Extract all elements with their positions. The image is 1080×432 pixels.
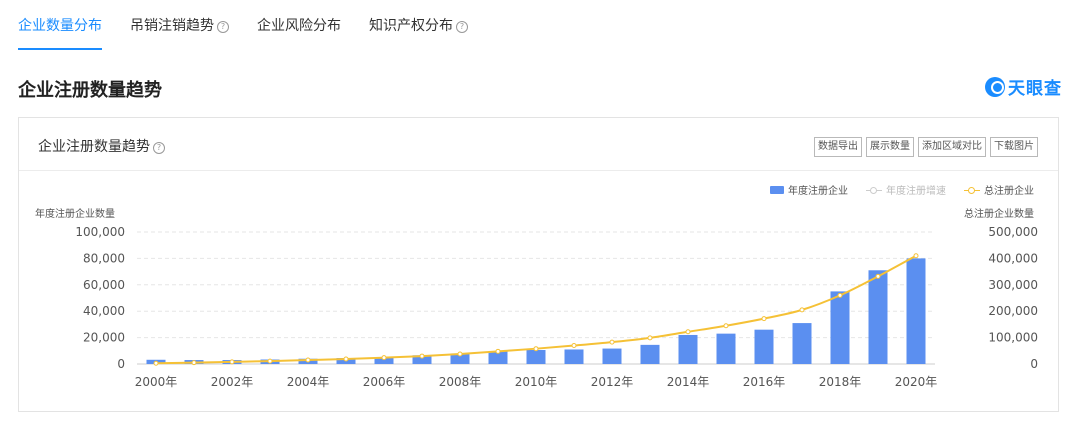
- bar-annual-registration: [678, 334, 698, 364]
- legend-label: 年度注册企业: [788, 186, 848, 197]
- export-data-button[interactable]: 数据导出: [814, 137, 862, 157]
- total-registration-point: [723, 323, 729, 329]
- tab-risk-distribution[interactable]: 企业风险分布: [257, 14, 341, 44]
- total-registration-point: [305, 357, 311, 363]
- bar-annual-registration: [640, 344, 660, 364]
- brand-logo: 天眼查: [985, 74, 1062, 99]
- total-registration-point: [685, 329, 691, 335]
- bar-annual-registration: [906, 258, 926, 364]
- bar-annual-registration: [564, 349, 584, 364]
- x-axis-tick-label: 2002年: [211, 375, 254, 389]
- right-axis-tick-label: 300,000: [988, 278, 1038, 292]
- left-axis-tick-label: 40,000: [83, 304, 125, 318]
- logo-text: 天眼查: [1008, 79, 1062, 99]
- tab-label: 企业风险分布: [257, 18, 341, 34]
- total-registration-point: [913, 253, 919, 259]
- x-axis-tick-label: 2020年: [895, 375, 938, 389]
- panel-header: 企业注册数量趋势? 数据导出 展示数量 添加区域对比 下载图片: [19, 118, 1058, 171]
- total-registration-point: [875, 273, 881, 279]
- page-title: 企业注册数量趋势: [18, 80, 162, 101]
- right-axis-tick-label: 200,000: [988, 304, 1038, 318]
- total-registration-point: [533, 346, 539, 352]
- registration-trend-chart: 0 20,000 40,000 60,000 80,000 100,000 0 100,000…: [75, 225, 1038, 389]
- bar-annual-registration: [450, 353, 470, 364]
- left-axis-tick-label: 0: [117, 357, 125, 371]
- show-values-button[interactable]: 展示数量: [866, 137, 914, 157]
- legend-line-swatch: [866, 186, 882, 194]
- legend-line-swatch: [964, 186, 980, 194]
- total-registration-point: [343, 356, 349, 362]
- right-axis-tick-label: 400,000: [988, 251, 1038, 265]
- eye-logo-icon: [985, 76, 1005, 97]
- total-registration-point: [761, 316, 767, 322]
- x-axis-tick-label: 2000年: [135, 375, 178, 389]
- tab-label: 吊销注销趋势: [130, 18, 214, 34]
- x-axis-tick-label: 2016年: [743, 375, 786, 389]
- download-image-button[interactable]: 下载图片: [990, 137, 1038, 157]
- bar-annual-registration: [754, 329, 774, 364]
- left-axis-tick-label: 100,000: [75, 225, 125, 239]
- legend-label: 总注册企业: [984, 186, 1034, 197]
- x-axis-tick-label: 2014年: [667, 375, 710, 389]
- x-axis-tick-label: 2008年: [439, 375, 482, 389]
- legend-bar-swatch: [770, 185, 784, 194]
- bar-annual-registration: [602, 348, 622, 364]
- left-axis-tick-label: 20,000: [83, 331, 125, 345]
- right-axis-tick-label: 500,000: [988, 225, 1038, 239]
- total-registration-point: [609, 339, 615, 345]
- left-axis-tick-label: 80,000: [83, 251, 125, 265]
- help-icon[interactable]: ?: [456, 21, 468, 33]
- x-axis-tick-label: 2010年: [515, 375, 558, 389]
- legend-item-annual[interactable]: 年度注册企业: [770, 182, 848, 197]
- total-registration-point: [191, 360, 197, 366]
- x-axis-tick-label: 2018年: [819, 375, 862, 389]
- total-registration-point: [267, 358, 273, 364]
- help-icon[interactable]: ?: [217, 21, 229, 33]
- tab-label: 知识产权分布: [369, 18, 453, 34]
- help-icon[interactable]: ?: [153, 142, 165, 154]
- tab-bar: 企业数量分布 吊销注销趋势? 企业风险分布 知识产权分布?: [18, 14, 496, 50]
- right-axis-title: 总注册企业数量: [964, 209, 1034, 220]
- tab-ip-distribution[interactable]: 知识产权分布?: [369, 14, 468, 44]
- left-axis-title: 年度注册企业数量: [35, 209, 115, 220]
- right-axis-tick-label: 0: [1030, 357, 1038, 371]
- total-registration-point: [419, 353, 425, 359]
- x-axis-tick-label: 2006年: [363, 375, 406, 389]
- x-axis-tick-label: 2012年: [591, 375, 634, 389]
- bar-annual-registration: [716, 333, 736, 364]
- total-registration-point: [837, 292, 843, 298]
- bar-annual-registration: [792, 323, 812, 364]
- bar-annual-registration: [868, 270, 888, 364]
- chart-toolbar: 数据导出 展示数量 添加区域对比 下载图片: [814, 137, 1038, 157]
- bar-annual-registration: [526, 350, 546, 364]
- legend-item-total[interactable]: 总注册企业: [964, 182, 1034, 197]
- bar-annual-registration: [488, 351, 508, 364]
- chart-legend: 年度注册企业 年度注册增速 总注册企业: [752, 182, 1034, 197]
- tab-enterprise-distribution[interactable]: 企业数量分布: [18, 14, 102, 50]
- left-axis-tick-label: 60,000: [83, 278, 125, 292]
- total-registration-point: [571, 343, 577, 349]
- x-axis-tick-label: 2004年: [287, 375, 330, 389]
- panel-title: 企业注册数量趋势?: [38, 136, 165, 156]
- total-registration-point: [457, 351, 463, 357]
- total-registration-point: [229, 359, 235, 365]
- total-registration-point: [153, 360, 159, 366]
- bar-annual-registration: [412, 355, 432, 364]
- panel-title-text: 企业注册数量趋势: [38, 139, 150, 155]
- legend-item-growth[interactable]: 年度注册增速: [866, 182, 946, 197]
- total-registration-point: [495, 348, 501, 354]
- bar-annual-registration: [830, 291, 850, 364]
- total-registration-point: [799, 307, 805, 313]
- total-registration-point: [647, 335, 653, 341]
- total-registration-point: [381, 355, 387, 361]
- bar-annual-registration: [374, 357, 394, 364]
- chart-panel: 企业注册数量趋势? 数据导出 展示数量 添加区域对比 下载图片 年度注册企业 年…: [18, 117, 1059, 412]
- legend-label: 年度注册增速: [886, 186, 946, 197]
- right-axis-tick-label: 100,000: [988, 331, 1038, 345]
- tab-label: 企业数量分布: [18, 18, 102, 34]
- add-region-compare-button[interactable]: 添加区域对比: [918, 137, 986, 157]
- tab-revocation-trend[interactable]: 吊销注销趋势?: [130, 14, 229, 44]
